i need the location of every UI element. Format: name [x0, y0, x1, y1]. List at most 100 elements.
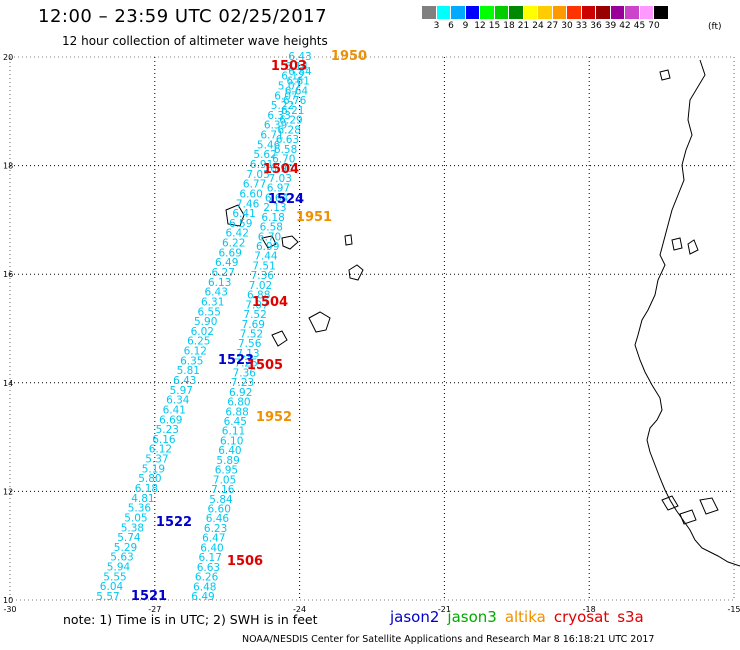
pass-label: 1506: [227, 554, 263, 569]
swh-value: 6.43: [288, 51, 311, 63]
swh-value: 5.37: [145, 454, 168, 466]
swh-value: 6.31: [201, 297, 224, 309]
satellite-legend-item: s3a: [617, 608, 644, 626]
altimeter-track-b: 6.846.616.646.766.216.296.286.636.586.70…: [191, 66, 312, 603]
land-outlines: [225, 59, 740, 567]
legend-swatches: [422, 6, 669, 19]
pass-label: 1950: [331, 49, 367, 64]
legend-swatch: [436, 6, 451, 19]
longitude-tick-label: -18: [583, 605, 596, 614]
swh-value: 6.04: [100, 581, 124, 593]
legend-tick-label: 39: [604, 21, 617, 31]
swh-value: 5.22: [271, 100, 294, 112]
swh-value: 7.52: [240, 329, 263, 341]
swh-value: 6.69: [159, 414, 182, 426]
swh-value: 6.88: [225, 406, 248, 418]
pass-label: 1524: [268, 192, 304, 207]
longitude-tick-label: -24: [293, 605, 306, 614]
legend-tick-label: 15: [488, 21, 501, 31]
swh-value: 7.36: [251, 270, 275, 282]
credit-line: NOAA/NESDIS Center for Satellite Applica…: [242, 634, 655, 645]
legend-tick-label: 18: [503, 21, 515, 31]
cape-verde-island-6: [308, 311, 331, 333]
swh-value: 6.60: [208, 504, 231, 516]
swh-value: 7.16: [211, 484, 235, 496]
swh-value: 6.12: [281, 71, 304, 83]
swh-value: 6.45: [224, 416, 247, 428]
swh-value: 5.55: [103, 571, 126, 583]
legend-tick-label: 42: [619, 21, 631, 31]
swh-value: 6.39: [264, 120, 287, 132]
swh-value: 6.80: [227, 397, 250, 409]
satellite-legend-item: jason2: [390, 608, 440, 626]
legend-swatch: [465, 6, 480, 19]
swh-value: 5.80: [138, 473, 161, 485]
satellite-legend-item: jason3: [447, 608, 497, 626]
cape-verde-island-7: [271, 330, 288, 347]
swh-value: 6.27: [212, 267, 235, 279]
canary-islands: [659, 69, 699, 255]
swh-value: 6.76: [283, 95, 307, 107]
swh-value: 6.17: [199, 552, 222, 564]
swh-value: 6.55: [198, 306, 221, 318]
swh-value: 7.52: [243, 309, 266, 321]
color-legend: 3 6 9 12 15 18 21 24 27 30 33 36 39 42 45 70: [422, 6, 669, 31]
swh-value: 6.90: [270, 163, 293, 175]
swh-value: 5.81: [177, 365, 200, 377]
swh-value: 6.43: [205, 287, 228, 299]
swh-value: 6.95: [215, 465, 238, 477]
swh-value: 6.41: [232, 208, 255, 220]
swh-value: 6.23: [204, 523, 227, 535]
legend-ticks: 3 6 9 12 15 18 21 24 27 30 33 36 39 42 45 70: [422, 19, 669, 31]
swh-value: 6.18: [135, 483, 158, 495]
swh-value: 6.61: [287, 76, 310, 88]
latitude-tick-label: 12: [3, 487, 13, 496]
swh-value: 5.23: [156, 424, 179, 436]
pass-label: 1503: [271, 59, 307, 74]
pass-label: 1952: [256, 410, 292, 425]
coastal-islands: [661, 495, 719, 525]
swh-value: 6.46: [206, 513, 230, 525]
longitude-tick-label: -15: [727, 605, 740, 614]
swh-value: 5.38: [121, 522, 144, 534]
legend-swatch: [552, 6, 567, 19]
swh-value: 5.94: [107, 562, 131, 574]
swh-value: 6.91: [250, 159, 273, 171]
latitude-tick-label: 14: [3, 379, 13, 388]
swh-value: 7.69: [242, 319, 265, 331]
swh-value: 2.13: [263, 202, 286, 214]
swh-value: 7.56: [238, 338, 262, 350]
legend-swatch: [654, 6, 669, 19]
longitude-tick-label: -21: [438, 605, 451, 614]
swh-value: 6.49: [215, 257, 238, 269]
latitude-tick-label: 18: [3, 162, 13, 171]
lat-lon-grid: [9, 56, 735, 601]
legend-tick-label: 6: [448, 21, 454, 31]
legend-swatch: [581, 6, 596, 19]
legend-tick-label: 27: [546, 21, 559, 31]
swh-value: 7.51: [252, 260, 275, 272]
swh-value: 4.81: [131, 493, 154, 505]
legend-swatch: [639, 6, 654, 19]
swh-value: 6.13: [208, 277, 231, 289]
legend-swatch: [625, 6, 640, 19]
swh-value: 6.10: [220, 435, 243, 447]
swh-value: 7.13: [236, 348, 259, 360]
swh-value: 6.22: [222, 238, 245, 250]
swh-value: 6.16: [152, 434, 176, 446]
africa-coastline: [634, 59, 740, 567]
swh-value: 6.60: [239, 189, 262, 201]
swh-value: 5.90: [194, 316, 217, 328]
legend-tick-label: 36: [590, 21, 602, 31]
legend-tick-label: 9: [462, 21, 469, 31]
swh-value: 6.21: [281, 105, 304, 117]
satellite-legend-item: altika: [504, 608, 546, 626]
swh-value: 5.05: [124, 513, 147, 525]
swh-value: 6.26: [195, 572, 219, 584]
swh-value: 5.46: [257, 139, 281, 151]
cape-verde-island-5: [348, 264, 364, 281]
swh-value: 6.49: [191, 591, 214, 603]
swh-value: 5.29: [114, 542, 137, 554]
swh-value: 5.62: [253, 149, 276, 161]
